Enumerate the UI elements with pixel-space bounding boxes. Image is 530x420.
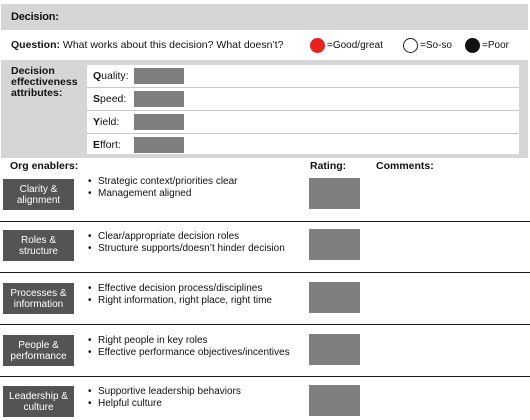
question-label: Question: xyxy=(11,39,60,51)
bullet-item: Clear/appropriate decision roles xyxy=(88,231,285,243)
row-divider xyxy=(87,87,519,88)
legend-good-label: =Good/great xyxy=(327,39,383,51)
enabler-bullets: Strategic context/priorities clear Manag… xyxy=(88,176,238,200)
comments-header: Comments: xyxy=(376,160,434,172)
attribute-input-box[interactable] xyxy=(134,68,184,84)
section-divider xyxy=(0,376,530,377)
org-enablers-header: Org enablers: xyxy=(10,160,79,172)
attribute-effort: Effort: xyxy=(87,134,519,156)
bullet-item: Right information, right place, right ti… xyxy=(88,295,272,307)
question-row: Question: What works about this decision… xyxy=(1,31,528,59)
attribute-input-box[interactable] xyxy=(134,91,184,107)
row-divider xyxy=(87,110,519,111)
black-circle-icon xyxy=(465,37,480,53)
attribute-yield: Yield: xyxy=(87,111,519,133)
enabler-bullets: Supportive leadership behaviors Helpful … xyxy=(88,386,241,410)
rating-box[interactable] xyxy=(309,229,360,260)
enabler-tag: Leadership & culture xyxy=(3,386,74,417)
bullet-item: Helpful culture xyxy=(88,398,241,410)
attribute-label: Yield: xyxy=(93,116,120,128)
bullet-item: Supportive leadership behaviors xyxy=(88,386,241,398)
legend-soso: =So-so xyxy=(403,36,452,54)
legend-poor: =Poor xyxy=(465,36,509,54)
bullet-item: Strategic context/priorities clear xyxy=(88,176,238,188)
attribute-quality: Quality: xyxy=(87,65,519,87)
attribute-input-box[interactable] xyxy=(134,114,184,130)
bullet-item: Effective decision process/disciplines xyxy=(88,283,272,295)
rating-box[interactable] xyxy=(309,282,360,313)
question-text: Question: What works about this decision… xyxy=(11,39,284,51)
attribute-input-box[interactable] xyxy=(134,137,184,153)
attributes-title: Decision effectiveness attributes: xyxy=(11,65,78,99)
attributes-block: Decision effectiveness attributes: Quali… xyxy=(1,60,528,158)
bullet-item: Structure supports/doesn’t hinder decisi… xyxy=(88,243,285,255)
row-divider xyxy=(87,133,519,134)
attribute-label: Quality: xyxy=(93,70,129,82)
bullet-item: Right people in key roles xyxy=(88,335,290,347)
white-circle-icon xyxy=(403,37,418,53)
enabler-tag: Processes & information xyxy=(3,283,74,314)
enabler-bullets: Clear/appropriate decision roles Structu… xyxy=(88,231,285,255)
section-divider xyxy=(0,324,530,325)
rating-box[interactable] xyxy=(309,334,360,365)
decision-label: Decision: xyxy=(11,11,59,23)
bullet-item: Management aligned xyxy=(88,188,238,200)
enabler-bullets: Effective decision process/disciplines R… xyxy=(88,283,272,307)
section-divider xyxy=(0,221,530,222)
attribute-label: Speed: xyxy=(93,93,127,105)
attribute-label: Effort: xyxy=(93,139,121,151)
enabler-tag: People & performance xyxy=(3,335,74,366)
enabler-tag: Clarity & alignment xyxy=(3,179,74,210)
bullet-item: Effective performance objectives/incenti… xyxy=(88,347,290,359)
question-body: What works about this decision? What doe… xyxy=(60,39,284,51)
red-circle-icon xyxy=(310,37,325,53)
enabler-tag: Roles & structure xyxy=(3,230,74,261)
legend-good: =Good/great xyxy=(310,36,383,54)
decision-bar: Decision: xyxy=(1,4,528,30)
enabler-bullets: Right people in key roles Effective perf… xyxy=(88,335,290,359)
section-divider xyxy=(0,272,530,273)
attribute-speed: Speed: xyxy=(87,88,519,110)
rating-box[interactable] xyxy=(309,178,360,209)
attributes-panel: Quality: Speed: Yield: Effort: xyxy=(87,65,519,154)
legend-soso-label: =So-so xyxy=(420,39,452,51)
rating-header: Rating: xyxy=(310,160,347,172)
rating-box[interactable] xyxy=(309,385,360,416)
legend-poor-label: =Poor xyxy=(482,39,509,51)
